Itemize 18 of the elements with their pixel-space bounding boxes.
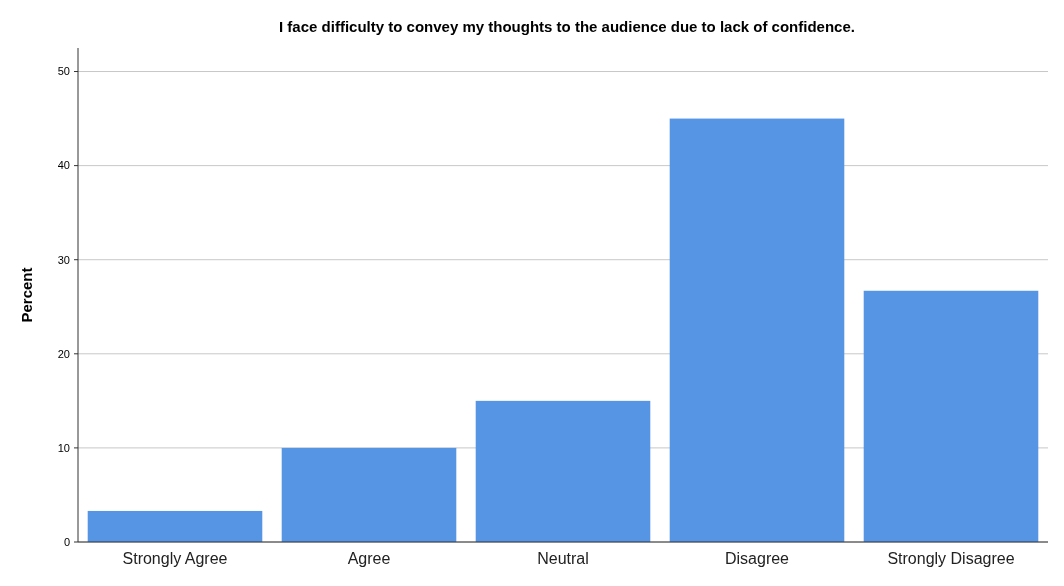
x-tick-label: Neutral xyxy=(537,550,589,567)
bar xyxy=(281,447,457,542)
y-tick-label: 10 xyxy=(57,441,70,454)
bar xyxy=(669,118,845,542)
x-tick-label: Disagree xyxy=(724,550,790,567)
bar xyxy=(475,400,651,542)
y-tick-label: 50 xyxy=(57,65,70,78)
x-tick-label: Strongly Disagree xyxy=(887,550,1015,567)
bar xyxy=(87,510,263,542)
x-tick-label: Strongly Agree xyxy=(122,550,228,567)
y-tick-label: 30 xyxy=(57,253,70,266)
chart-title: I face difficulty to convey my thoughts to the audience due to lack of confidence. xyxy=(279,18,855,35)
y-tick-label: 20 xyxy=(57,347,70,360)
bar xyxy=(863,290,1039,542)
y-axis-title: Percent xyxy=(18,267,35,323)
y-tick-label: 0 xyxy=(63,535,70,548)
x-tick-label: Agree xyxy=(347,550,391,567)
y-tick-label: 40 xyxy=(57,159,70,172)
